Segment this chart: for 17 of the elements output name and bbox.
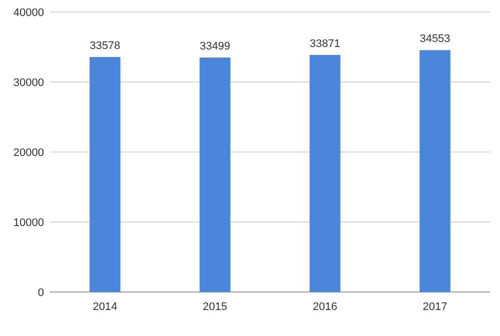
x-tick-label: 2017: [422, 301, 448, 313]
bar: [90, 56, 120, 292]
bar: [310, 54, 340, 292]
bar: [420, 50, 450, 292]
data-label: 33578: [90, 40, 120, 52]
y-tick-label: 0: [38, 286, 44, 299]
data-label: 34553: [420, 33, 450, 46]
y-tick-label: 10000: [13, 216, 44, 229]
y-tick-label: 30000: [13, 76, 44, 89]
data-label: 33499: [200, 40, 230, 53]
x-tick-label: 2015: [202, 301, 228, 313]
x-tick-label: 2014: [92, 301, 118, 313]
data-label: 33871: [310, 38, 340, 50]
x-tick-label: 2016: [312, 301, 338, 313]
y-tick-label: 20000: [13, 146, 44, 159]
bar: [200, 58, 230, 292]
y-tick-label: 40000: [13, 6, 44, 19]
